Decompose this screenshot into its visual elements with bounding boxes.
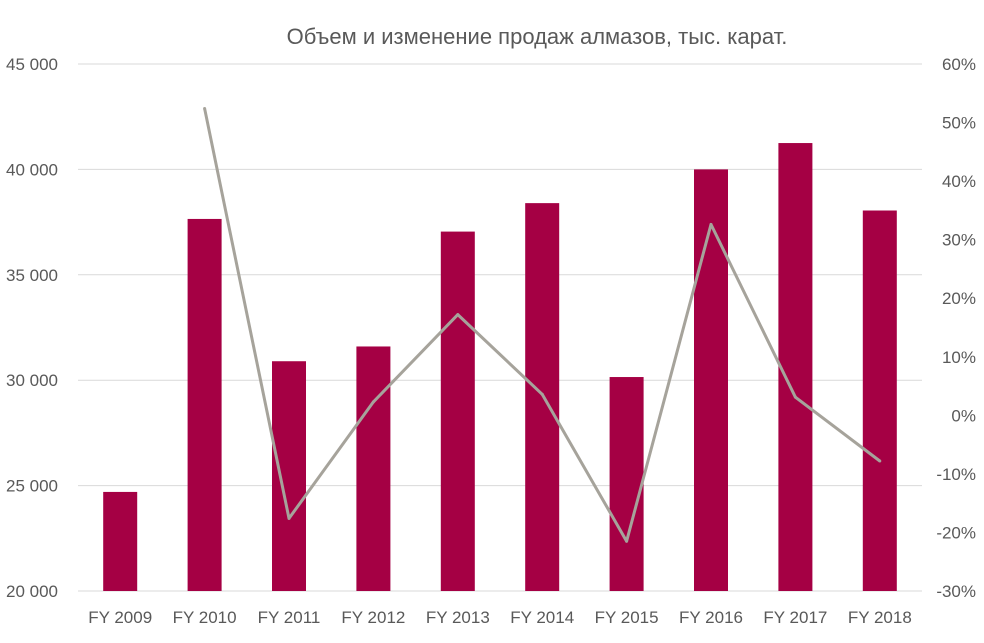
x-tick-label: FY 2011 [258,608,321,627]
right-tick-label: -30% [936,582,976,601]
left-tick-label: 30 000 [6,371,58,390]
x-tick-label: FY 2013 [426,608,490,627]
x-tick-label: FY 2014 [510,608,574,627]
x-axis-ticks: FY 2009 FY 2010 FY 2011 FY 2012 FY 2013 FY 20… [88,608,912,627]
chart-title: Объем и изменение продаж алмазов, тыс. к… [287,24,788,49]
x-tick-label: FY 2018 [848,608,912,627]
left-tick-label: 25 000 [6,477,58,496]
x-tick-label: FY 2010 [173,608,237,627]
bar [862,210,897,592]
line-point [371,400,375,404]
bar [187,218,222,592]
line-point [456,313,460,317]
right-tick-label: 10% [942,348,976,367]
x-tick-label: FY 2016 [679,608,743,627]
bar [778,143,813,592]
left-tick-label: 40 000 [6,160,58,179]
right-tick-label: -20% [936,523,976,542]
bar [440,231,475,591]
bar [272,361,306,591]
right-tick-label: 60% [942,55,976,74]
bar [103,491,138,591]
left-axis-ticks: 20 000 25 000 30 000 35 000 40 000 45 000 [6,55,58,601]
x-tick-label: FY 2009 [88,608,152,627]
x-tick-label: FY 2017 [763,608,827,627]
line-point [878,459,882,463]
right-tick-label: -10% [936,465,976,484]
line-point [203,107,207,111]
bar [356,346,391,591]
line-point [793,395,797,399]
left-tick-label: 35 000 [6,266,58,285]
left-tick-label: 20 000 [6,582,58,601]
bar [609,377,644,591]
right-tick-label: 50% [942,114,976,133]
right-tick-label: 0% [951,406,976,425]
x-tick-label: FY 2015 [595,608,659,627]
right-tick-label: 30% [942,231,976,250]
right-tick-label: 40% [942,172,976,191]
line-point [540,392,544,396]
bar-series [103,143,897,592]
line-point [709,222,713,226]
bar [694,169,728,591]
line-point [287,516,291,520]
right-tick-label: 20% [942,289,976,308]
x-tick-label: FY 2012 [341,608,405,627]
line-series [203,107,882,543]
line-point [625,539,629,543]
left-tick-label: 45 000 [6,55,58,74]
right-axis-ticks: -30% -20% -10% 0% 10% 20% 30% 40% 50% 60% [936,55,976,601]
